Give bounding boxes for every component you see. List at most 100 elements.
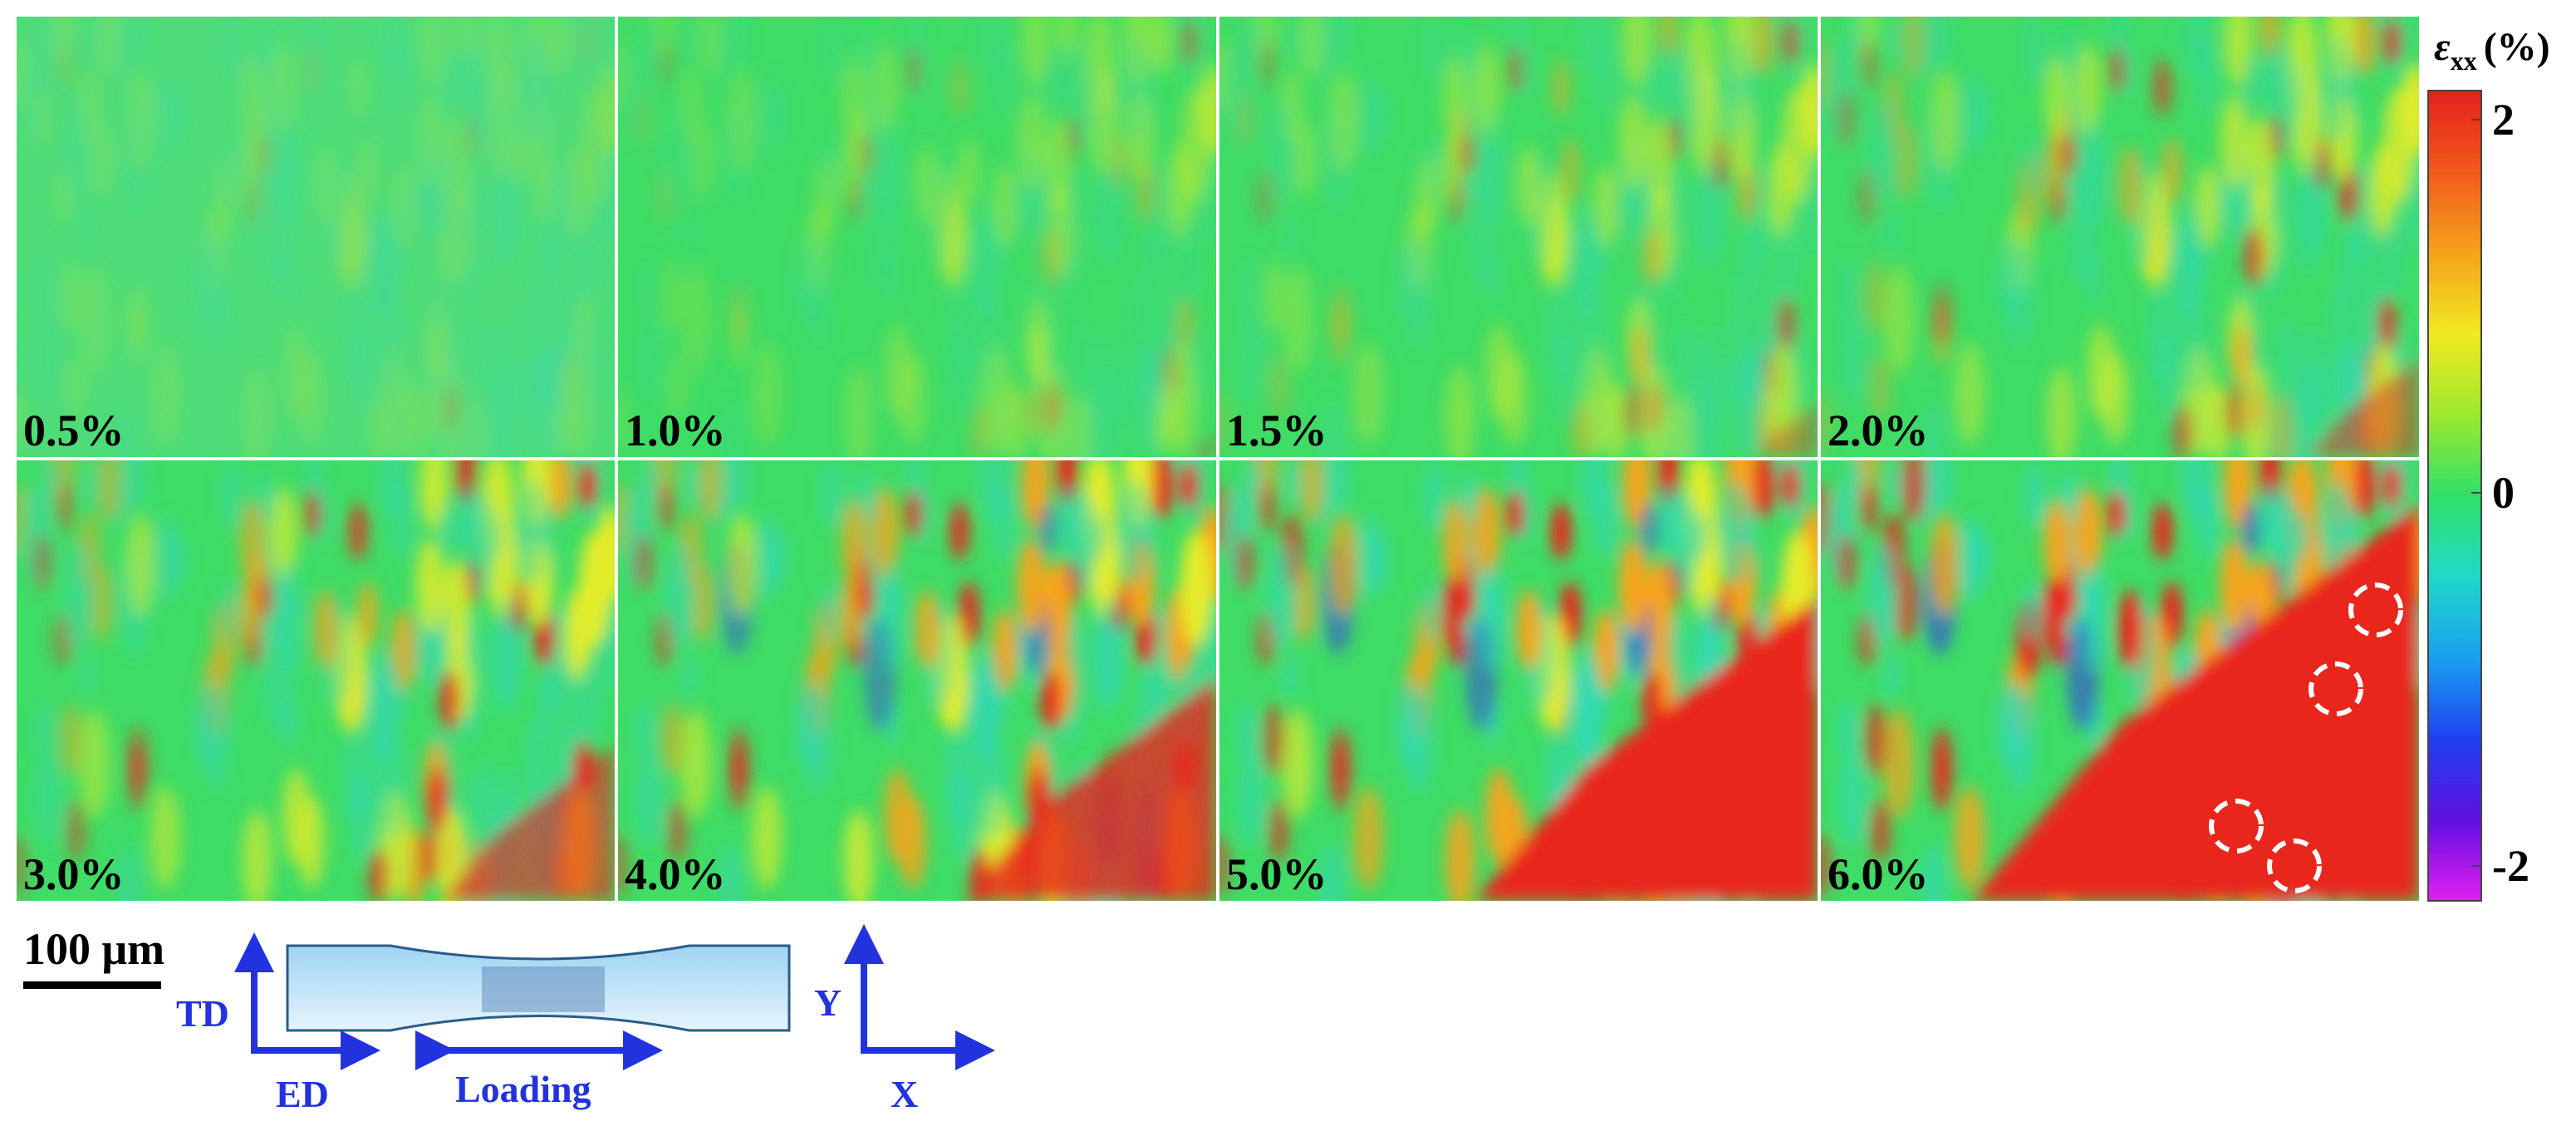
strain-blob (297, 795, 326, 889)
strain-blob (125, 514, 156, 617)
strain-blob (1821, 834, 1832, 898)
strain-blob (17, 391, 27, 455)
strain-blob (1559, 581, 1582, 648)
map-features (1219, 17, 1818, 457)
strain-blob (115, 401, 143, 457)
colorbar-tick-label: 2 (2492, 95, 2515, 145)
strain-blob (2152, 503, 2173, 560)
strain-blob (727, 514, 758, 617)
strain-blob (1638, 363, 1671, 457)
strain-blob (439, 671, 460, 731)
strain-blob (79, 265, 111, 374)
strain-blob (437, 503, 457, 554)
colorbar-title: εxx (%) (2434, 25, 2550, 76)
strain-blob (1551, 503, 1572, 560)
high-strain-zone (439, 745, 615, 901)
strain-blob (89, 563, 114, 642)
strain-map (17, 17, 615, 457)
strain-blob (2046, 366, 2077, 457)
strain-blob (2382, 17, 2402, 66)
strain-blob (1064, 392, 1093, 457)
strain-blob (958, 581, 980, 648)
strain-blob (1067, 47, 1098, 150)
strain-blob (1040, 671, 1062, 731)
strain-blob (1236, 257, 1257, 317)
panel-label: 0.5% (23, 406, 125, 455)
strain-blob (2161, 137, 2183, 204)
strain-blob (1180, 17, 1199, 66)
strain-blob (1330, 727, 1352, 788)
strain-blob (2353, 17, 2377, 76)
strain-blob (915, 589, 940, 669)
strain-map (1821, 460, 2419, 901)
strain-blob (2269, 490, 2301, 593)
strain-blob (55, 484, 74, 533)
strain-blob (660, 259, 684, 332)
strain-blob (125, 71, 156, 173)
strain-blob (153, 514, 180, 603)
strain-blob (2245, 116, 2275, 213)
strain-blob (1422, 17, 1445, 86)
strain-blob (1219, 834, 1230, 898)
strain-blob (89, 120, 114, 198)
strain-blob (1887, 462, 1905, 504)
strain-blob (1330, 283, 1352, 344)
strain-blob (1644, 116, 1674, 213)
strain-blob (1328, 71, 1359, 173)
strain-blob (269, 44, 298, 135)
strain-blob (635, 752, 664, 847)
strain-blob (2274, 316, 2299, 391)
strain-blob (123, 460, 148, 512)
strain-blob (83, 462, 101, 504)
strain-blob (435, 807, 468, 901)
strain-blob (55, 40, 74, 89)
strain-blob (368, 405, 389, 457)
strain-blob (1286, 462, 1303, 504)
strain-blob (421, 829, 441, 883)
strain-blob (975, 287, 1008, 396)
strain-blob (821, 461, 844, 529)
strain-blob (376, 17, 407, 75)
strain-blob (898, 352, 927, 445)
strain-blob (1869, 799, 1892, 862)
panel-label: 1.5% (1226, 406, 1327, 455)
strain-blob (1869, 356, 1892, 418)
strain-blob (218, 583, 239, 641)
strain-blob (656, 484, 675, 533)
strain-blob (802, 242, 833, 350)
strain-blob (2004, 686, 2036, 794)
strain-blob (2107, 490, 2126, 538)
strain-blob (1091, 615, 1121, 717)
strain-blob (1236, 752, 1265, 847)
strain-blob (1506, 490, 1524, 538)
colorbar-unit: (%) (2484, 25, 2550, 69)
strain-map (17, 460, 615, 901)
strain-blob (278, 589, 305, 671)
strain-blob (841, 56, 868, 142)
strain-blob (1328, 514, 1359, 617)
strain-blob (2382, 461, 2402, 509)
strain-blob (32, 91, 52, 147)
strain-blob (752, 342, 783, 446)
strain-blob (127, 727, 149, 788)
strain-blob (1175, 298, 1195, 352)
strain-blob (1931, 727, 1953, 788)
strain-map (1821, 17, 2419, 457)
strain-blob (666, 356, 689, 418)
strain-blob (949, 774, 978, 863)
strain-blob (242, 809, 272, 901)
strain-blob (633, 91, 654, 147)
strain-blob (578, 530, 612, 647)
strain-blob (1028, 324, 1050, 389)
strain-blob (127, 283, 149, 344)
strain-blob (465, 47, 497, 150)
strain-blob (641, 460, 660, 504)
strain-blob (1236, 308, 1265, 403)
strain-blob (348, 774, 376, 863)
strain-blob (978, 460, 1008, 519)
strain-blob (1695, 325, 1725, 425)
strain-blob (1180, 530, 1214, 647)
strain-blob (898, 795, 927, 889)
strain-blob (62, 543, 94, 649)
